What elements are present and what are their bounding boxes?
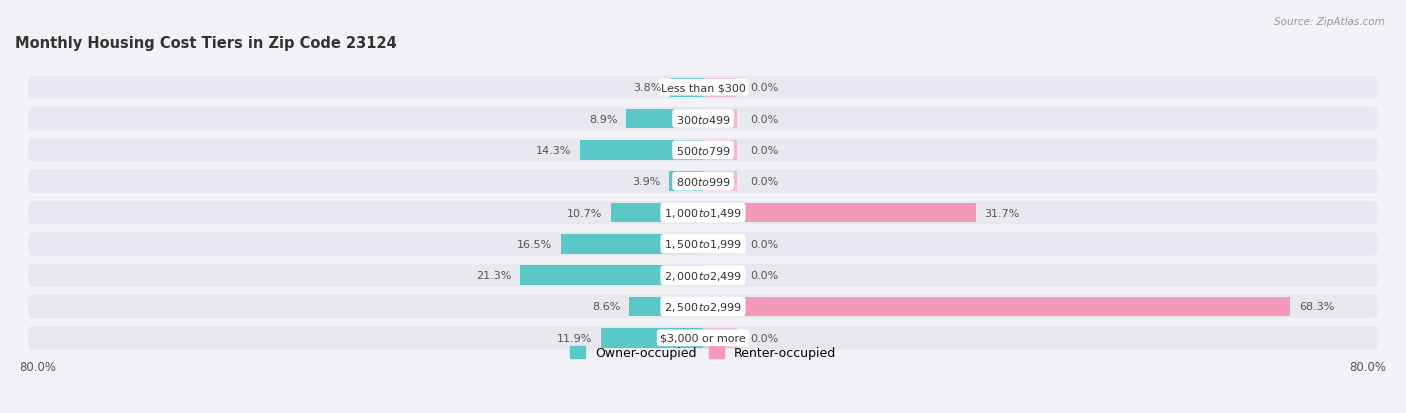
Bar	[703, 109, 737, 129]
Text: 80.0%: 80.0%	[1350, 361, 1386, 373]
Legend: Owner-occupied, Renter-occupied: Owner-occupied, Renter-occupied	[565, 342, 841, 364]
Text: 0.0%: 0.0%	[751, 177, 779, 187]
Text: 8.6%: 8.6%	[592, 302, 620, 312]
Text: $1,000 to $1,499: $1,000 to $1,499	[664, 206, 742, 219]
FancyBboxPatch shape	[28, 76, 1378, 100]
Text: 31.7%: 31.7%	[984, 208, 1019, 218]
Text: 0.0%: 0.0%	[751, 239, 779, 249]
FancyBboxPatch shape	[28, 170, 1378, 193]
FancyBboxPatch shape	[28, 264, 1378, 287]
Bar	[703, 203, 976, 223]
Bar	[561, 235, 703, 254]
Text: 14.3%: 14.3%	[536, 145, 571, 155]
Text: 21.3%: 21.3%	[475, 271, 512, 280]
FancyBboxPatch shape	[28, 233, 1378, 256]
Bar	[520, 266, 703, 285]
Bar	[628, 297, 703, 316]
Text: 80.0%: 80.0%	[20, 361, 56, 373]
Text: $1,500 to $1,999: $1,500 to $1,999	[664, 238, 742, 251]
Text: 0.0%: 0.0%	[751, 333, 779, 343]
Text: 10.7%: 10.7%	[567, 208, 602, 218]
Text: $2,000 to $2,499: $2,000 to $2,499	[664, 269, 742, 282]
Text: 3.9%: 3.9%	[633, 177, 661, 187]
Bar	[703, 172, 737, 192]
Text: 16.5%: 16.5%	[517, 239, 553, 249]
Text: 0.0%: 0.0%	[751, 83, 779, 93]
Text: 0.0%: 0.0%	[751, 145, 779, 155]
Text: $300 to $499: $300 to $499	[675, 113, 731, 125]
Text: 11.9%: 11.9%	[557, 333, 592, 343]
Bar	[703, 266, 737, 285]
Bar	[669, 172, 703, 192]
Text: 68.3%: 68.3%	[1299, 302, 1334, 312]
Text: 8.9%: 8.9%	[589, 114, 617, 124]
Text: 0.0%: 0.0%	[751, 114, 779, 124]
Text: $2,500 to $2,999: $2,500 to $2,999	[664, 300, 742, 313]
Bar	[703, 78, 737, 98]
Text: $800 to $999: $800 to $999	[675, 176, 731, 188]
FancyBboxPatch shape	[28, 326, 1378, 349]
Bar	[671, 78, 703, 98]
Text: 0.0%: 0.0%	[751, 271, 779, 280]
FancyBboxPatch shape	[28, 108, 1378, 131]
Text: Monthly Housing Cost Tiers in Zip Code 23124: Monthly Housing Cost Tiers in Zip Code 2…	[15, 36, 396, 50]
Bar	[703, 328, 737, 348]
Bar	[600, 328, 703, 348]
Text: Less than $300: Less than $300	[661, 83, 745, 93]
Text: $3,000 or more: $3,000 or more	[661, 333, 745, 343]
FancyBboxPatch shape	[28, 295, 1378, 318]
Bar	[612, 203, 703, 223]
FancyBboxPatch shape	[28, 139, 1378, 162]
FancyBboxPatch shape	[28, 202, 1378, 225]
Text: 3.8%: 3.8%	[633, 83, 662, 93]
Bar	[703, 297, 1291, 316]
Text: Source: ZipAtlas.com: Source: ZipAtlas.com	[1274, 17, 1385, 26]
Bar	[703, 141, 737, 160]
Bar	[627, 109, 703, 129]
Text: $500 to $799: $500 to $799	[675, 145, 731, 157]
Bar	[703, 235, 737, 254]
Bar	[581, 141, 703, 160]
